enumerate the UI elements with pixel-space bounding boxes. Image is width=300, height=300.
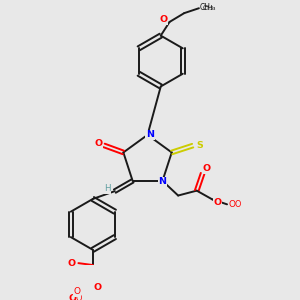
Text: O: O bbox=[160, 16, 168, 25]
Text: O: O bbox=[74, 287, 81, 296]
Text: CH₃: CH₃ bbox=[200, 3, 214, 12]
Text: H: H bbox=[104, 184, 111, 193]
Text: O: O bbox=[69, 294, 77, 300]
Text: O: O bbox=[93, 283, 101, 292]
Text: O: O bbox=[235, 200, 241, 209]
Text: O: O bbox=[213, 198, 221, 207]
Text: O: O bbox=[94, 139, 102, 148]
Text: N: N bbox=[146, 130, 154, 140]
Text: O: O bbox=[67, 260, 75, 268]
Text: CH₃: CH₃ bbox=[203, 5, 216, 11]
Text: O: O bbox=[228, 200, 235, 209]
Text: N: N bbox=[158, 177, 166, 186]
Text: S: S bbox=[196, 141, 203, 150]
Text: O: O bbox=[76, 294, 82, 300]
Text: O: O bbox=[202, 164, 211, 173]
